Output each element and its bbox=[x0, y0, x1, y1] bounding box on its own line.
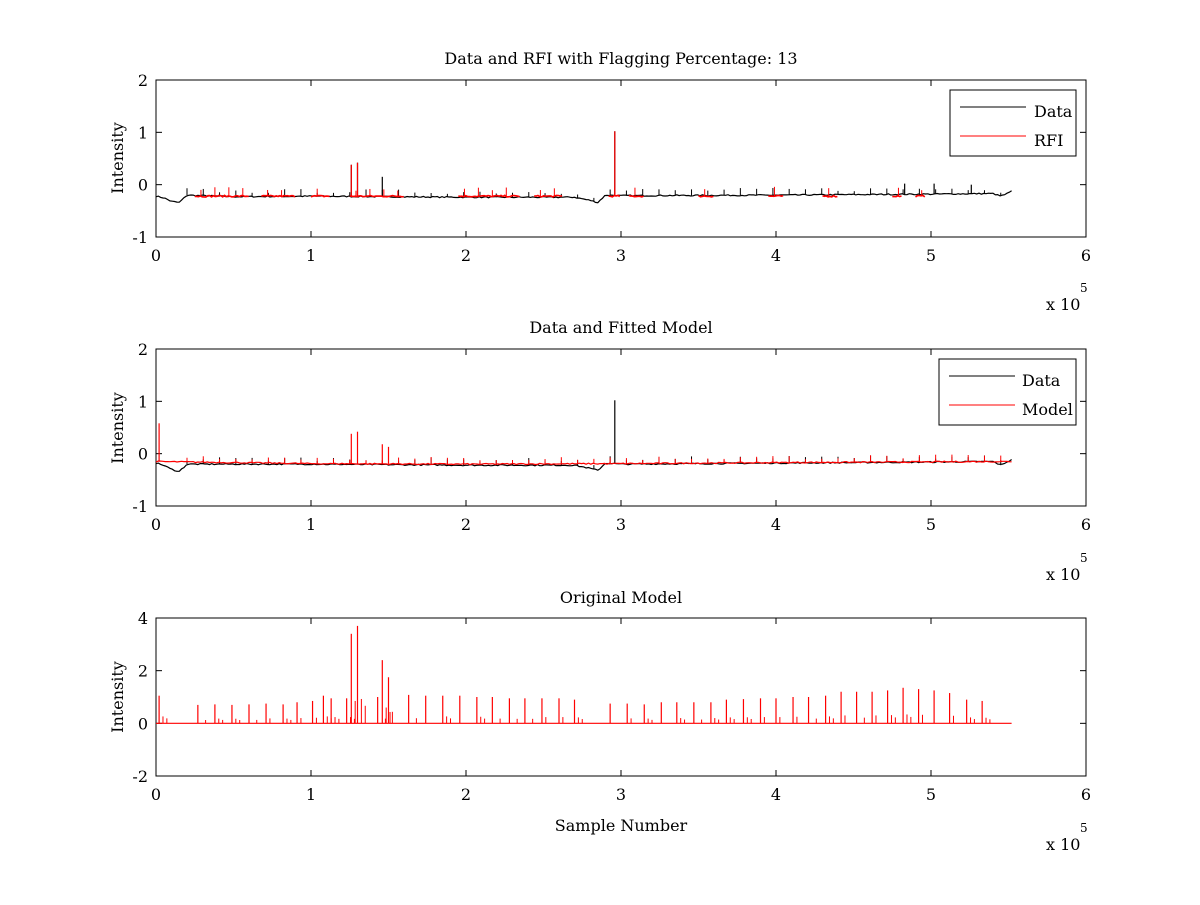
panel-1-rfi-segment bbox=[822, 194, 838, 198]
panel-1-xtick-label: 0 bbox=[151, 246, 161, 265]
panel-1-ytick-label: 2 bbox=[138, 71, 148, 90]
panel-2-data-line bbox=[155, 459, 1012, 472]
panel-1-ytick-label: -1 bbox=[132, 228, 148, 247]
panel-3-ytick-label: 2 bbox=[138, 662, 148, 681]
panel-1-ytick-label: 0 bbox=[138, 176, 148, 195]
panel-2-ytick-label: 2 bbox=[138, 340, 148, 359]
panel-2-legend: Data Model bbox=[938, 358, 1077, 426]
panel-3-series-model bbox=[156, 625, 1012, 724]
panel-3-axes-box bbox=[155, 617, 1087, 777]
panel-2-legend-box bbox=[938, 358, 1077, 426]
panel-2-axes-box bbox=[155, 348, 1087, 507]
panel-2-legend-model-label: Model bbox=[1022, 400, 1073, 419]
panel-3-xlabel: Sample Number bbox=[555, 816, 688, 835]
panel-3-xtick-label: 0 bbox=[151, 785, 161, 804]
panel-3-xtick-label: 6 bbox=[1081, 785, 1091, 804]
panel-1-rfi-segment bbox=[194, 194, 249, 198]
panel-3-x-exponent: x 10 bbox=[1046, 835, 1080, 854]
panel-2-title: Data and Fitted Model bbox=[529, 318, 712, 337]
panel-1-xtick-label: 1 bbox=[306, 246, 316, 265]
panel-2-xticks: 0 1 2 3 4 5 6 bbox=[151, 349, 1091, 534]
panel-2-ylabel: Intensity bbox=[108, 392, 127, 464]
panel-1-x-exponent: x 10 bbox=[1046, 295, 1080, 314]
panel-3: Original Model Intensity Sample Number -… bbox=[108, 588, 1091, 854]
panel-1-axes-box bbox=[155, 79, 1087, 238]
panel-1-xtick-label: 3 bbox=[616, 246, 626, 265]
panel-3-ytick-label: 0 bbox=[138, 714, 148, 733]
panel-1-xtick-label: 6 bbox=[1081, 246, 1091, 265]
panel-2-series-model bbox=[155, 423, 1012, 466]
panel-3-ytick-label: -2 bbox=[132, 767, 148, 786]
panel-2-ytick-label: 1 bbox=[138, 392, 148, 411]
panel-1-plot bbox=[155, 131, 1012, 204]
panel-2-xtick-label: 1 bbox=[306, 515, 316, 534]
panel-3-xticks: 0 1 2 3 4 5 6 bbox=[151, 618, 1091, 804]
panel-1-ytick-label: 1 bbox=[138, 123, 148, 142]
panel-1-rfi-segment bbox=[698, 194, 714, 198]
panel-3-plot bbox=[156, 625, 1012, 724]
panel-1-rfi-segment bbox=[768, 194, 784, 198]
panel-1-rfi-segment bbox=[628, 194, 644, 198]
panel-1-legend-box bbox=[949, 89, 1077, 157]
panel-2-xtick-label: 3 bbox=[616, 515, 626, 534]
panel-3-xtick-label: 5 bbox=[926, 785, 936, 804]
panel-1-rfi-segment bbox=[915, 194, 926, 198]
panel-2-xtick-label: 5 bbox=[926, 515, 936, 534]
panel-3-x-exponent-power: 5 bbox=[1080, 821, 1088, 835]
panel-1-rfi-segment bbox=[892, 194, 902, 198]
panel-3-xtick-label: 1 bbox=[306, 785, 316, 804]
panel-2-x-exponent: x 10 bbox=[1046, 565, 1080, 584]
panel-2-model-line bbox=[155, 460, 1012, 466]
panel-1-xtick-label: 5 bbox=[926, 246, 936, 265]
panel-2-x-exponent-power: 5 bbox=[1080, 551, 1088, 565]
panel-3-xtick-label: 3 bbox=[616, 785, 626, 804]
panel-2-legend-data-label: Data bbox=[1022, 371, 1061, 390]
panel-2-ytick-label: -1 bbox=[132, 497, 148, 516]
panel-1-title: Data and RFI with Flagging Percentage: 1… bbox=[444, 49, 797, 68]
panel-2-xtick-label: 0 bbox=[151, 515, 161, 534]
panel-3-ytick-label: 4 bbox=[138, 609, 148, 628]
panel-2-plot bbox=[155, 400, 1012, 472]
panel-2-ytick-label: 0 bbox=[138, 445, 148, 464]
panel-3-yticks: -2 0 2 4 bbox=[132, 609, 1086, 786]
panel-1-x-exponent-power: 5 bbox=[1080, 281, 1088, 295]
panel-2-xtick-label: 6 bbox=[1081, 515, 1091, 534]
panel-2-xtick-label: 4 bbox=[771, 515, 781, 534]
panel-1-rfi-segment bbox=[458, 194, 520, 198]
panel-1-ylabel: Intensity bbox=[108, 122, 127, 194]
panel-1-rfi-segment bbox=[261, 194, 296, 198]
panel-1-xtick-label: 2 bbox=[461, 246, 471, 265]
panel-1-rfi-segment bbox=[310, 194, 330, 198]
panel-1-legend-data-label: Data bbox=[1034, 102, 1073, 121]
panel-1: Data and RFI with Flagging Percentage: 1… bbox=[108, 49, 1091, 314]
panel-1-legend-rfi-label: RFI bbox=[1034, 131, 1063, 150]
panel-3-xtick-label: 2 bbox=[461, 785, 471, 804]
panel-2-xtick-label: 2 bbox=[461, 515, 471, 534]
panel-1-rfi-segment bbox=[534, 194, 563, 198]
panel-1-data-line bbox=[155, 190, 1012, 204]
panel-1-xticks: 0 1 2 3 4 5 6 bbox=[151, 80, 1091, 265]
panel-1-series-rfi bbox=[194, 131, 926, 198]
panel-3-xtick-label: 4 bbox=[771, 785, 781, 804]
panel-1-legend: Data RFI bbox=[949, 89, 1077, 157]
panel-1-rfi-segment bbox=[349, 194, 404, 198]
panel-1-xtick-label: 4 bbox=[771, 246, 781, 265]
panel-3-title: Original Model bbox=[560, 588, 682, 607]
panel-1-yticks: -1 0 1 2 bbox=[132, 71, 1086, 247]
panel-3-ylabel: Intensity bbox=[108, 661, 127, 733]
